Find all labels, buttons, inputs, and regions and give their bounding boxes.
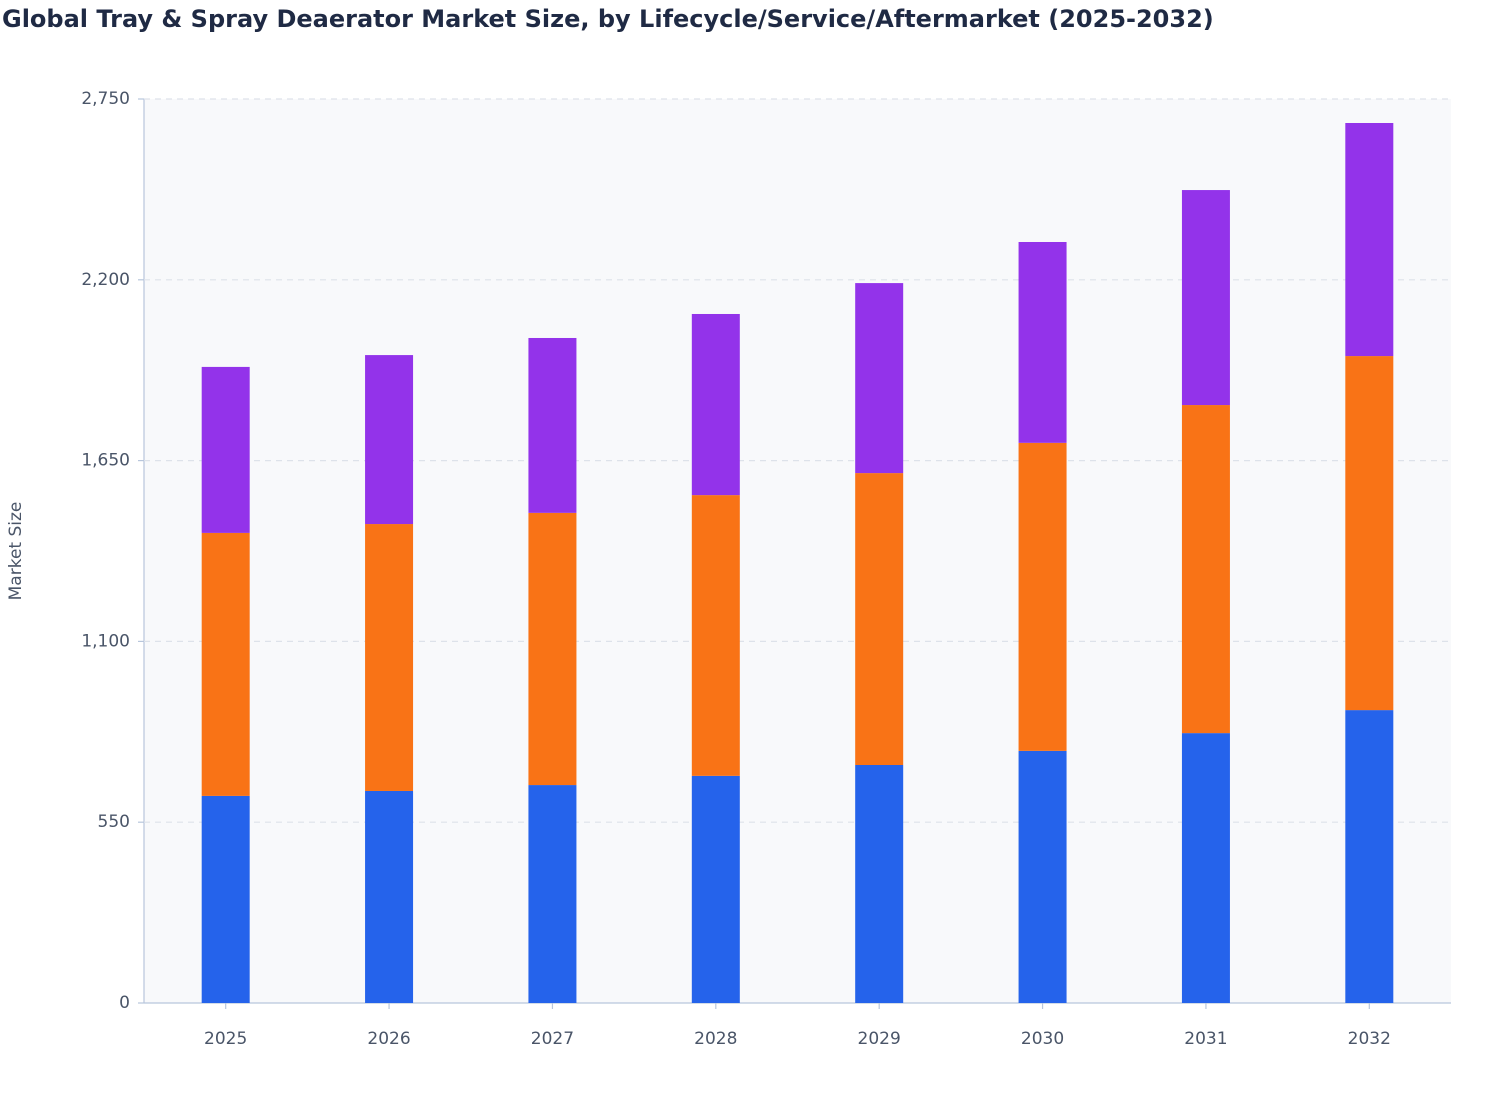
bar-segment: [1345, 710, 1394, 1003]
x-tick-label: 2028: [694, 1029, 737, 1049]
y-tick-label: 2,200: [81, 270, 130, 290]
y-tick-label: 0: [119, 993, 130, 1013]
bar-segment: [528, 512, 577, 786]
x-tick-label: 2029: [858, 1029, 901, 1049]
x-tick-label: 2027: [531, 1029, 574, 1049]
x-tick-label: 2032: [1348, 1029, 1391, 1049]
bar-segment: [365, 355, 414, 525]
plot-background: [144, 99, 1451, 1003]
x-tick-label: 2025: [204, 1029, 247, 1049]
bar-segment: [1018, 241, 1067, 443]
y-tick-label: 1,650: [81, 451, 130, 471]
x-tick-label: 2030: [1021, 1029, 1064, 1049]
bar-segment: [201, 795, 250, 1003]
bar-segment: [365, 790, 414, 1003]
bar-segment: [1345, 356, 1394, 711]
x-tick-label: 2031: [1184, 1029, 1227, 1049]
bar-segment: [691, 775, 740, 1003]
y-tick-label: 2,750: [81, 89, 130, 109]
bar-segment: [1345, 122, 1394, 357]
bar-segment: [201, 532, 250, 796]
bar-segment: [528, 337, 577, 513]
bar-segment: [855, 765, 904, 1003]
x-tick-label: 2026: [367, 1029, 410, 1049]
y-axis-label: Market Size: [6, 502, 26, 601]
bar-segment: [365, 524, 414, 791]
bar-segment: [1018, 750, 1067, 1003]
bar-segment: [1181, 405, 1230, 734]
bar-segment: [855, 473, 904, 766]
chart-title: Global Tray & Spray Deaerator Market Siz…: [2, 5, 1214, 33]
bar-segment: [691, 495, 740, 776]
bar-segment: [1181, 190, 1230, 406]
bar-segment: [691, 313, 740, 496]
bar-segment: [1181, 733, 1230, 1003]
bar-segment: [201, 366, 250, 533]
bar-segment: [1018, 442, 1067, 751]
y-tick-label: 1,100: [81, 631, 130, 651]
y-tick-label: 550: [98, 812, 130, 832]
bar-segment: [855, 283, 904, 474]
bar-segment: [528, 785, 577, 1003]
